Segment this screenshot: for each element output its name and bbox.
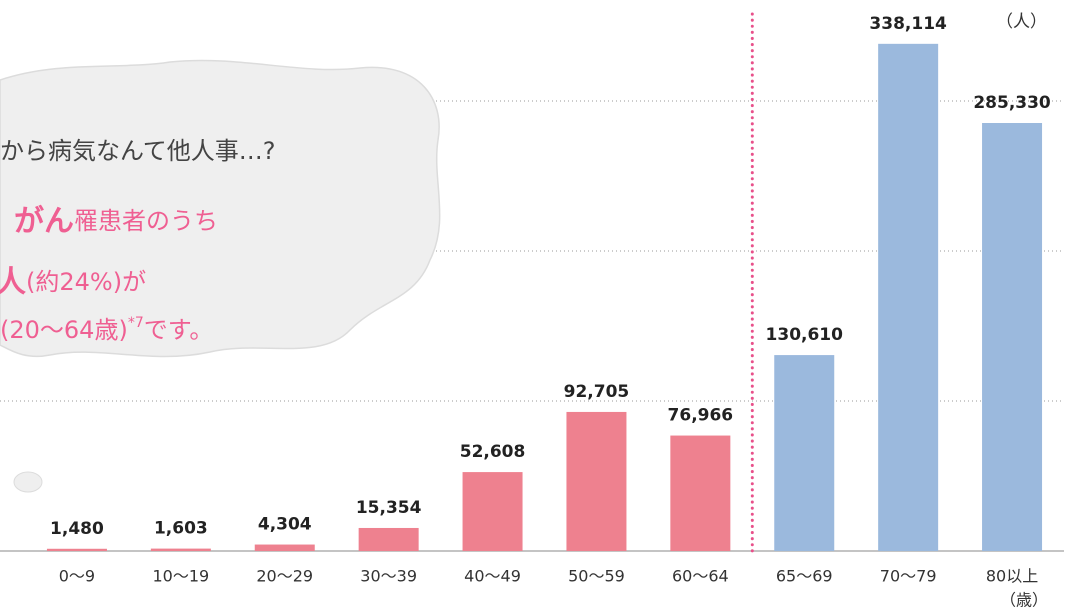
bubble-text-part: (約24%)が: [26, 268, 146, 296]
unit-label: （人）: [996, 12, 1047, 32]
x-unit-label: （歳）: [1000, 591, 1048, 610]
bubble-text-part: です。: [144, 316, 214, 344]
bar: [254, 544, 315, 551]
value-label: 52,608: [460, 442, 526, 462]
x-tick-label: 40〜49: [464, 567, 521, 586]
bubble-text-part: がん: [14, 204, 74, 239]
bar: [878, 43, 939, 551]
bubble-text-part: から病気なんて他人事…?: [0, 137, 276, 165]
x-tick-label: 65〜69: [776, 567, 833, 586]
value-label: 285,330: [973, 93, 1051, 113]
bar: [566, 411, 627, 551]
bubble-text-part: *7: [128, 315, 144, 331]
value-label: 1,603: [154, 519, 208, 539]
bar: [46, 548, 107, 551]
value-label: 76,966: [668, 406, 734, 426]
bar: [670, 435, 731, 551]
x-tick-label: 50〜59: [568, 567, 625, 586]
value-label: 338,114: [869, 14, 947, 34]
bar: [358, 527, 419, 551]
bar: [150, 548, 211, 551]
value-label: 1,480: [50, 519, 104, 539]
bar: [982, 123, 1043, 551]
bubble-text-part: 罹患者のうち: [74, 207, 218, 235]
value-label: 130,610: [766, 325, 844, 345]
value-label: 4,304: [258, 515, 312, 535]
x-tick-label: 70〜79: [880, 567, 937, 586]
x-tick-label: 80以上: [986, 567, 1038, 586]
x-tick-label: 0〜9: [59, 567, 95, 586]
bubble-text: 人(約24%)が: [0, 265, 146, 300]
speech-bubble: [0, 59, 441, 493]
x-tick-label: 30〜39: [360, 567, 417, 586]
bubble-text-part: (20〜64歳): [0, 316, 128, 344]
bubble-text: がん罹患者のうち: [14, 204, 218, 239]
bubble-text-part: 人: [0, 265, 26, 300]
bar: [462, 472, 523, 551]
value-label: 92,705: [564, 382, 630, 402]
bubble-text: (20〜64歳)*7です。: [0, 315, 213, 344]
bar: [774, 355, 835, 551]
bubble-text: から病気なんて他人事…?: [0, 137, 276, 165]
x-tick-label: 20〜29: [256, 567, 313, 586]
value-label: 15,354: [356, 498, 422, 518]
x-tick-label: 60〜64: [672, 567, 729, 586]
x-tick-label: 10〜19: [152, 567, 209, 586]
